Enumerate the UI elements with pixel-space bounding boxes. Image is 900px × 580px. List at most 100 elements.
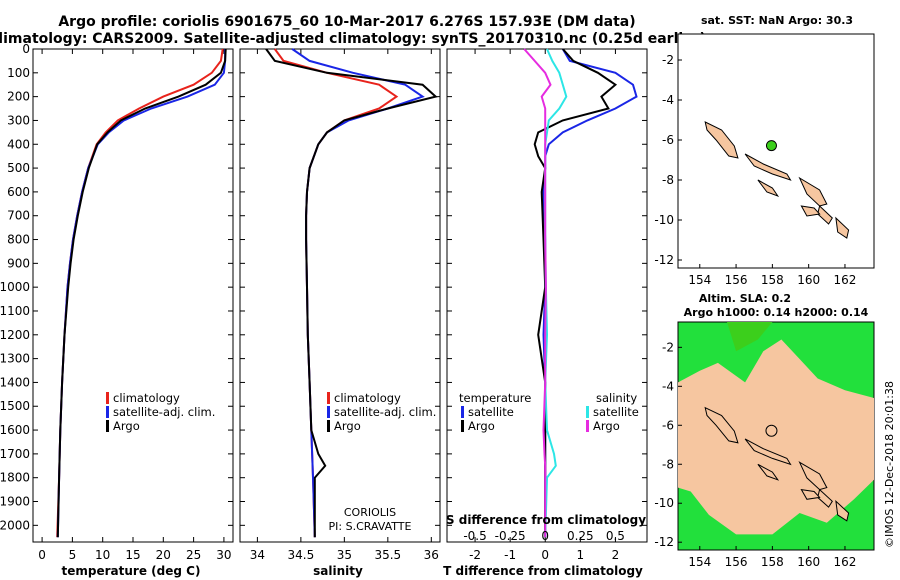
y-tick-label: 800 <box>7 233 30 247</box>
island <box>757 179 780 198</box>
secondary-x-tick-label: 0 <box>541 529 549 543</box>
legend-swatch-satellite <box>327 406 330 418</box>
map-x-tick-label: 162 <box>834 555 857 569</box>
title-line2: Climatology: CARS2009. Satellite-adjuste… <box>0 31 706 47</box>
legend-label-climatology: climatology <box>113 391 180 405</box>
x-tick-label: 20 <box>156 548 171 562</box>
secondary-xlabel: S difference from climatology <box>446 513 646 527</box>
y-tick-label: 200 <box>7 90 30 104</box>
island <box>704 121 739 159</box>
x-tick-label: 0 <box>38 548 46 562</box>
salinity-plot: 34 34.5 35 35.5 36 <box>240 48 440 562</box>
y-tick-label: 400 <box>7 137 30 151</box>
y-tick-label: 1300 <box>0 352 30 366</box>
y-tick-label: 1100 <box>0 304 30 318</box>
legend-heading-temperature: temperature <box>459 391 531 405</box>
map-x-tick-label: 158 <box>761 555 784 569</box>
legend-label-s-satellite: satellite <box>593 405 639 419</box>
salinity-panel-frame <box>239 48 441 543</box>
map-y-tick-label: -6 <box>662 418 674 432</box>
series-line-salinity-argo <box>523 48 552 538</box>
x-tick-label: -1 <box>504 548 516 562</box>
x-tick-label: -2 <box>469 548 481 562</box>
y-tick-label: 700 <box>7 209 30 223</box>
y-tick-label: 500 <box>7 161 30 175</box>
sla-map-islands <box>704 406 850 522</box>
map-y-tick-label: -2 <box>662 340 674 354</box>
y-tick-label: 1900 <box>0 495 30 509</box>
legend-label-s-argo: Argo <box>593 419 620 433</box>
series-line-climatology <box>56 48 224 538</box>
legend-swatch-t-argo <box>461 420 464 432</box>
sst-map: 154 156 158 160 162 -2 -4 -6 -8 -10 -12 <box>654 33 875 287</box>
island <box>798 461 828 491</box>
map-x-tick-label: 160 <box>797 555 820 569</box>
series-line-satellite-adj-clim- <box>56 49 227 538</box>
island <box>798 176 828 207</box>
x-tick-label: 1 <box>577 548 585 562</box>
temperature-xlabel: temperature (deg C) <box>62 564 201 578</box>
y-tick-label: 0 <box>22 42 30 56</box>
island <box>704 406 739 444</box>
legend-swatch-argo <box>327 420 330 432</box>
x-tick-label: 25 <box>186 548 201 562</box>
map-x-tick-label: 160 <box>797 273 820 287</box>
sla-map-axes: 154 156 158 160 162 -2 -4 -6 -8 -10 -12 <box>654 340 856 569</box>
sst-map-title: sat. SST: NaN Argo: 30.3 <box>701 14 853 27</box>
sst-map-axes: 154 156 158 160 162 -2 -4 -6 -8 -10 -12 <box>654 53 856 287</box>
island <box>835 216 850 239</box>
x-tick-label: 5 <box>69 548 77 562</box>
island <box>817 488 833 508</box>
temperature-legend: climatology satellite-adj. clim. Argo <box>106 391 215 433</box>
sla-map-title1: Altim. SLA: 0.2 <box>699 292 791 305</box>
legend-swatch-satellite <box>106 406 109 418</box>
map-y-tick-label: -2 <box>662 53 674 67</box>
temperature-plot: 0 5 10 15 20 25 300100200300400500600700800900… <box>0 42 233 562</box>
y-tick-label: 1700 <box>0 447 30 461</box>
map-x-tick-label: 154 <box>688 273 711 287</box>
legend-swatch-s-satellite <box>586 406 589 418</box>
x-tick-label: 2 <box>612 548 620 562</box>
legend-swatch-argo <box>106 420 109 432</box>
legend-label-t-argo: Argo <box>468 419 495 433</box>
legend-label-satellite: satellite-adj. clim. <box>334 405 436 419</box>
y-tick-label: 1800 <box>0 471 30 485</box>
difference-legend: temperature salinity satellite Argo sate… <box>459 391 639 433</box>
secondary-x-tick-label: -0.5 <box>463 529 486 543</box>
island <box>800 205 821 217</box>
island <box>800 488 821 500</box>
map-y-tick-label: -4 <box>662 93 674 107</box>
y-tick-label: 900 <box>7 256 30 270</box>
secondary-x-tick-label: -0.25 <box>495 529 526 543</box>
y-tick-label: 1600 <box>0 423 30 437</box>
annotation-pi: PI: S.CRAVATTE <box>329 520 412 533</box>
y-tick-label: 2000 <box>0 518 30 532</box>
y-tick-label: 600 <box>7 185 30 199</box>
y-tick-label: 300 <box>7 113 30 127</box>
series-line-argo <box>265 48 438 538</box>
legend-label-argo: Argo <box>113 419 140 433</box>
y-tick-label: 1200 <box>0 328 30 342</box>
island <box>835 499 850 522</box>
map-y-tick-label: -4 <box>662 379 674 393</box>
map-y-tick-label: -6 <box>662 133 674 147</box>
sla-argo-position-marker <box>765 424 778 437</box>
map-x-tick-label: 156 <box>725 273 748 287</box>
sst-argo-position-marker <box>765 140 777 152</box>
island <box>757 463 780 481</box>
map-y-tick-label: -12 <box>654 535 674 549</box>
map-y-tick-label: -10 <box>654 213 674 227</box>
secondary-x-tick-label: 0.5 <box>606 529 625 543</box>
x-tick-label: 35.5 <box>374 548 401 562</box>
series-line-satellite-adj-clim- <box>291 48 425 538</box>
salinity-legend: climatology satellite-adj. clim. Argo <box>327 391 436 433</box>
watermark: ©IMOS 12-Dec-2018 20:01:38 <box>883 381 896 548</box>
map-y-tick-label: -12 <box>654 253 674 267</box>
sla-map: 154 156 158 160 162 -2 -4 -6 -8 -10 -12 <box>654 321 875 569</box>
x-tick-label: 30 <box>216 548 231 562</box>
salinity-xlabel: salinity <box>313 564 363 578</box>
series-line-argo <box>56 48 227 538</box>
legend-swatch-t-satellite <box>461 406 464 418</box>
sla-negative-area <box>727 322 773 352</box>
